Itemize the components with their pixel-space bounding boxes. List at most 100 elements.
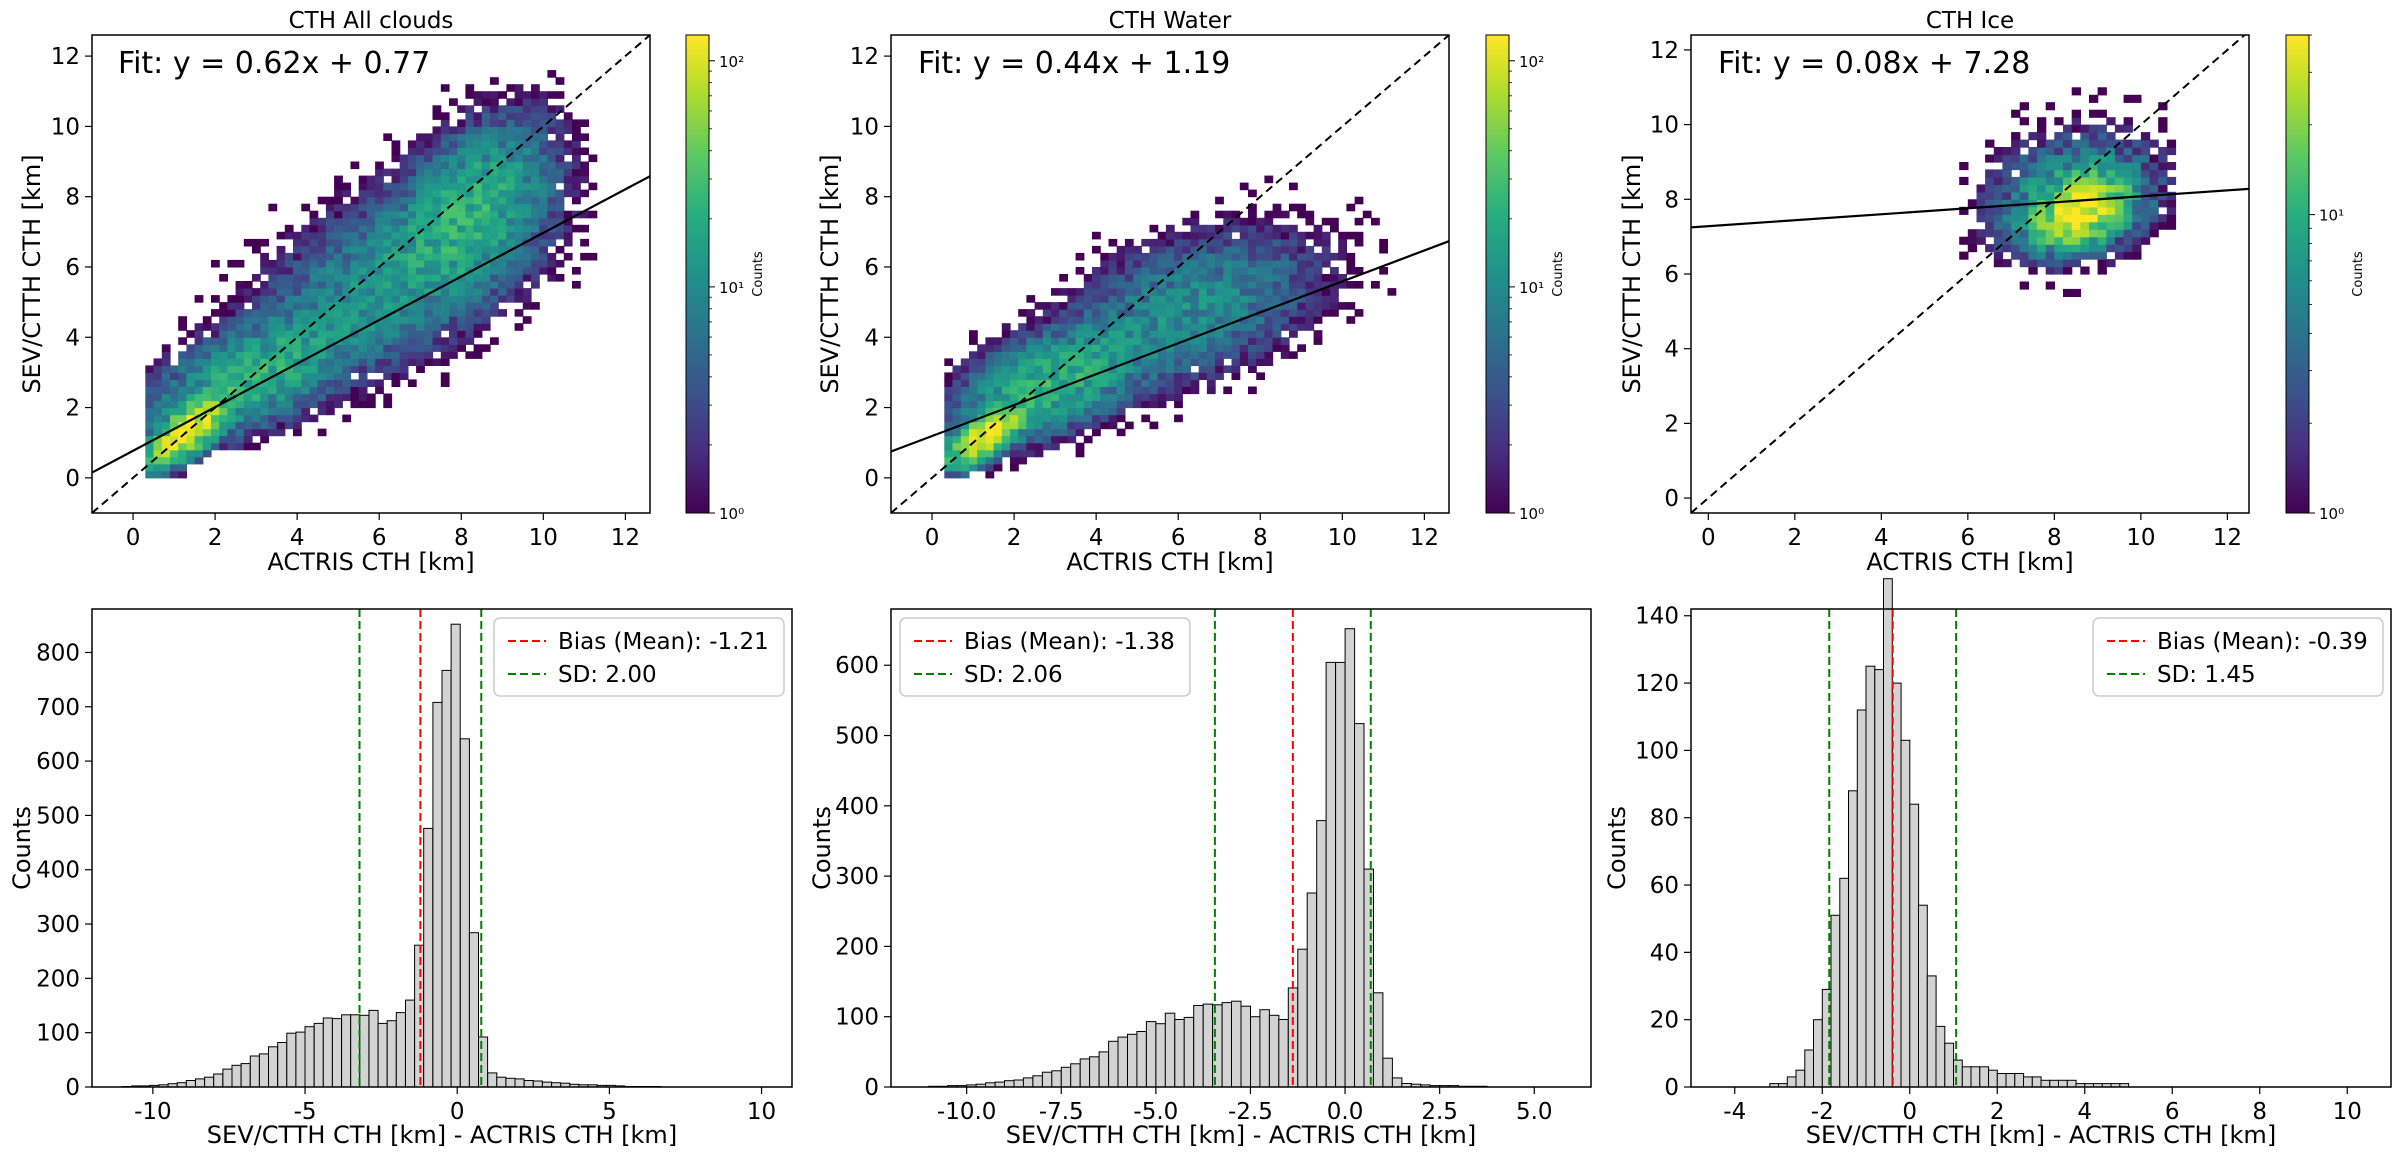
histogram-bar bbox=[1297, 948, 1308, 1088]
heatmap-cell bbox=[2080, 266, 2090, 275]
heatmap-cell bbox=[1264, 281, 1274, 289]
heatmap-cell bbox=[1010, 337, 1019, 345]
heatmap-cell bbox=[2080, 199, 2090, 208]
heatmap-cell bbox=[1985, 206, 1995, 215]
heatmap-cell bbox=[2045, 244, 2055, 253]
heatmap-cell bbox=[1223, 245, 1233, 254]
heatmap-cell bbox=[1264, 316, 1274, 324]
heatmap-cell bbox=[1174, 281, 1183, 289]
heatmap-cell bbox=[1223, 386, 1233, 395]
heatmap-cell bbox=[301, 393, 311, 402]
heatmap-cell bbox=[325, 365, 335, 373]
stat-lines bbox=[1213, 609, 1372, 1087]
legend-bias-label: Bias (Mean): -1.21 bbox=[558, 629, 769, 655]
heatmap-cell bbox=[2028, 162, 2038, 171]
heatmap-cell bbox=[194, 407, 204, 416]
heatmap-cell bbox=[1067, 435, 1077, 444]
heatmap-cell bbox=[2054, 184, 2064, 193]
heatmap-cell bbox=[2149, 229, 2159, 238]
heatmap-cell bbox=[268, 393, 278, 402]
heatmap-cell bbox=[1206, 365, 1216, 373]
heatmap-cell bbox=[490, 238, 499, 247]
heatmap-cell bbox=[977, 351, 986, 359]
heatmap-cell bbox=[473, 323, 483, 331]
heatmap-cell bbox=[235, 372, 245, 380]
heatmap-cell bbox=[407, 302, 417, 310]
heatmap-cell bbox=[375, 224, 384, 233]
heatmap-cell bbox=[1993, 259, 2004, 268]
heatmap-cell bbox=[1026, 414, 1036, 423]
heatmap-cell bbox=[539, 182, 548, 191]
heatmap-cell bbox=[977, 442, 986, 451]
y-tick-label: 12 bbox=[1650, 38, 1679, 64]
heatmap-cell bbox=[1264, 309, 1274, 317]
heatmap-cell bbox=[985, 442, 995, 451]
heatmap-cell bbox=[309, 231, 319, 240]
heatmap-cell bbox=[522, 133, 532, 141]
heatmap-cell bbox=[416, 133, 425, 141]
heatmap-cell bbox=[440, 351, 450, 359]
heatmap-cell bbox=[252, 386, 261, 395]
heatmap-cell bbox=[260, 309, 269, 317]
heatmap-cell bbox=[2054, 147, 2064, 156]
heatmap-cell bbox=[481, 344, 491, 352]
heatmap-cell bbox=[1993, 221, 2004, 230]
heatmap-cell bbox=[1010, 379, 1019, 387]
heatmap-cell bbox=[1297, 203, 1306, 212]
heatmap-cell bbox=[1346, 252, 1356, 261]
heatmap-cell bbox=[1313, 252, 1323, 261]
heatmap-cell bbox=[1026, 393, 1036, 402]
heatmap-cell bbox=[2158, 169, 2168, 178]
histogram-bar bbox=[1970, 1066, 1981, 1088]
heatmap-cell bbox=[498, 217, 507, 226]
heatmap-cell bbox=[293, 288, 302, 296]
heatmap-cell bbox=[555, 126, 565, 134]
heatmap-cell bbox=[416, 267, 425, 275]
heatmap-cell bbox=[219, 379, 228, 387]
heatmap-cell bbox=[498, 196, 507, 205]
heatmap-cell bbox=[539, 133, 548, 141]
heatmap-cell bbox=[2011, 251, 2021, 260]
heatmap-cell bbox=[1124, 344, 1134, 352]
heatmap-cell bbox=[1215, 351, 1224, 359]
heatmap-cell bbox=[186, 442, 196, 451]
heatmap-cell bbox=[252, 428, 261, 437]
x-tick-label: 8 bbox=[2252, 1099, 2267, 1125]
heatmap-cell bbox=[293, 372, 302, 380]
histogram-bar bbox=[1136, 1031, 1147, 1088]
heatmap-cell bbox=[260, 259, 269, 268]
heatmap-cell bbox=[1124, 421, 1134, 430]
heatmap-cell bbox=[383, 337, 393, 345]
heatmap-cell bbox=[301, 323, 311, 331]
heatmap-cell bbox=[1215, 288, 1224, 296]
heatmap-cell bbox=[358, 175, 368, 184]
heatmap-cell bbox=[432, 154, 442, 163]
heatmap-cell bbox=[490, 274, 499, 282]
heatmap-cell bbox=[350, 400, 360, 409]
heatmap-cell bbox=[1165, 288, 1175, 296]
heatmap-cell bbox=[1083, 386, 1093, 395]
heatmap-cell bbox=[952, 386, 962, 395]
heatmap-cell bbox=[170, 386, 179, 395]
heatmap-cell bbox=[1206, 379, 1216, 387]
heatmap-cell bbox=[219, 442, 228, 451]
heatmap-cell bbox=[366, 379, 376, 387]
heatmap-cell bbox=[391, 238, 401, 247]
heatmap-cell bbox=[366, 210, 376, 219]
heatmap-cell bbox=[473, 133, 483, 141]
heatmap-cell bbox=[268, 400, 278, 409]
heatmap-cell bbox=[1149, 372, 1159, 380]
heatmap-cell bbox=[301, 337, 311, 345]
histogram-bar bbox=[1900, 739, 1911, 1088]
heatmap-cell bbox=[2106, 117, 2116, 126]
heatmap-cell bbox=[358, 274, 368, 282]
heatmap-cell bbox=[317, 358, 327, 366]
heatmap-cell bbox=[977, 463, 986, 472]
y-tick-label: 0 bbox=[864, 1075, 879, 1101]
heatmap-cell bbox=[252, 379, 261, 387]
heatmap-cell bbox=[194, 351, 204, 359]
heatmap-cell bbox=[1215, 231, 1224, 240]
heatmap-cell bbox=[358, 316, 368, 324]
heatmap-cell bbox=[547, 217, 557, 226]
heatmap-cell bbox=[1108, 358, 1118, 366]
